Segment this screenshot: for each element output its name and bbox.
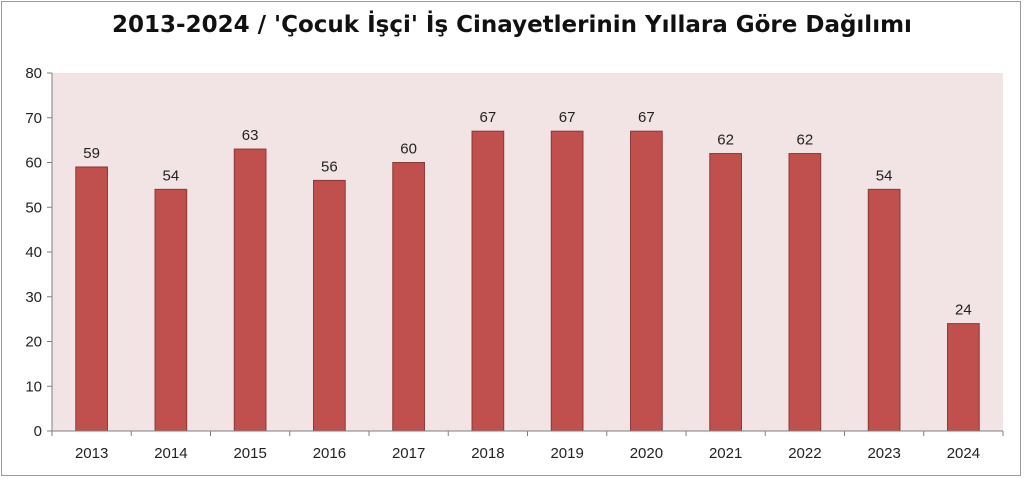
y-tick-label: 30 <box>25 289 42 306</box>
x-tick-label: 2016 <box>313 445 346 462</box>
x-tick-label: 2024 <box>947 445 980 462</box>
x-tick-label: 2021 <box>709 445 742 462</box>
y-tick-label: 70 <box>25 110 42 127</box>
y-tick-label: 10 <box>25 378 42 395</box>
bar <box>154 188 188 432</box>
x-tick-label: 2013 <box>75 445 108 462</box>
bar-value-label: 67 <box>638 109 655 126</box>
bar <box>392 162 425 432</box>
bar-value-label: 54 <box>876 167 893 184</box>
bar <box>233 148 267 432</box>
plot-area <box>52 73 1003 431</box>
bar-value-label: 54 <box>163 167 180 184</box>
bar <box>471 130 505 432</box>
bar <box>550 130 584 432</box>
x-tick-label: 2014 <box>154 445 187 462</box>
y-tick-label: 50 <box>25 199 42 216</box>
y-tick-label: 40 <box>25 244 42 261</box>
bar <box>788 153 822 432</box>
x-axis: 2013 2014 2015 2016 2017 2018 2019 2020 2021 2022… <box>51 431 1004 462</box>
x-tick-label: 2019 <box>550 445 583 462</box>
x-tick-label: 2017 <box>392 445 425 462</box>
y-axis: 0 10 20 30 40 50 60 70 80 <box>25 65 52 440</box>
bar <box>630 130 663 432</box>
y-tick-label: 20 <box>25 334 42 351</box>
bar <box>709 153 742 432</box>
bar-series <box>75 130 980 432</box>
bar-value-label: 62 <box>717 132 734 149</box>
bar-value-label: 60 <box>400 141 417 158</box>
bar <box>947 323 980 432</box>
bar-value-label: 56 <box>321 158 338 175</box>
bar-value-label: 63 <box>242 127 259 144</box>
bar <box>867 188 901 432</box>
x-tick-label: 2023 <box>867 445 900 462</box>
bar-value-label: 62 <box>797 132 814 149</box>
data-labels: 59 54 63 56 60 67 67 67 62 62 54 24 <box>83 109 971 318</box>
bar-value-label: 24 <box>955 302 972 319</box>
bar-value-label: 67 <box>559 109 576 126</box>
x-tick-label: 2015 <box>233 445 266 462</box>
bar-value-label: 59 <box>83 145 100 162</box>
x-tick-label: 2022 <box>788 445 821 462</box>
y-tick-label: 80 <box>25 65 42 82</box>
bar <box>313 179 346 432</box>
x-tick-label: 2018 <box>471 445 504 462</box>
x-tick-label: 2020 <box>630 445 663 462</box>
bar <box>75 166 108 432</box>
y-tick-label: 0 <box>34 423 42 440</box>
y-tick-label: 60 <box>25 155 42 172</box>
bar-value-label: 67 <box>480 109 497 126</box>
chart-title: 2013-2024 / 'Çocuk İşçi' İş Cinayetlerin… <box>112 12 912 38</box>
